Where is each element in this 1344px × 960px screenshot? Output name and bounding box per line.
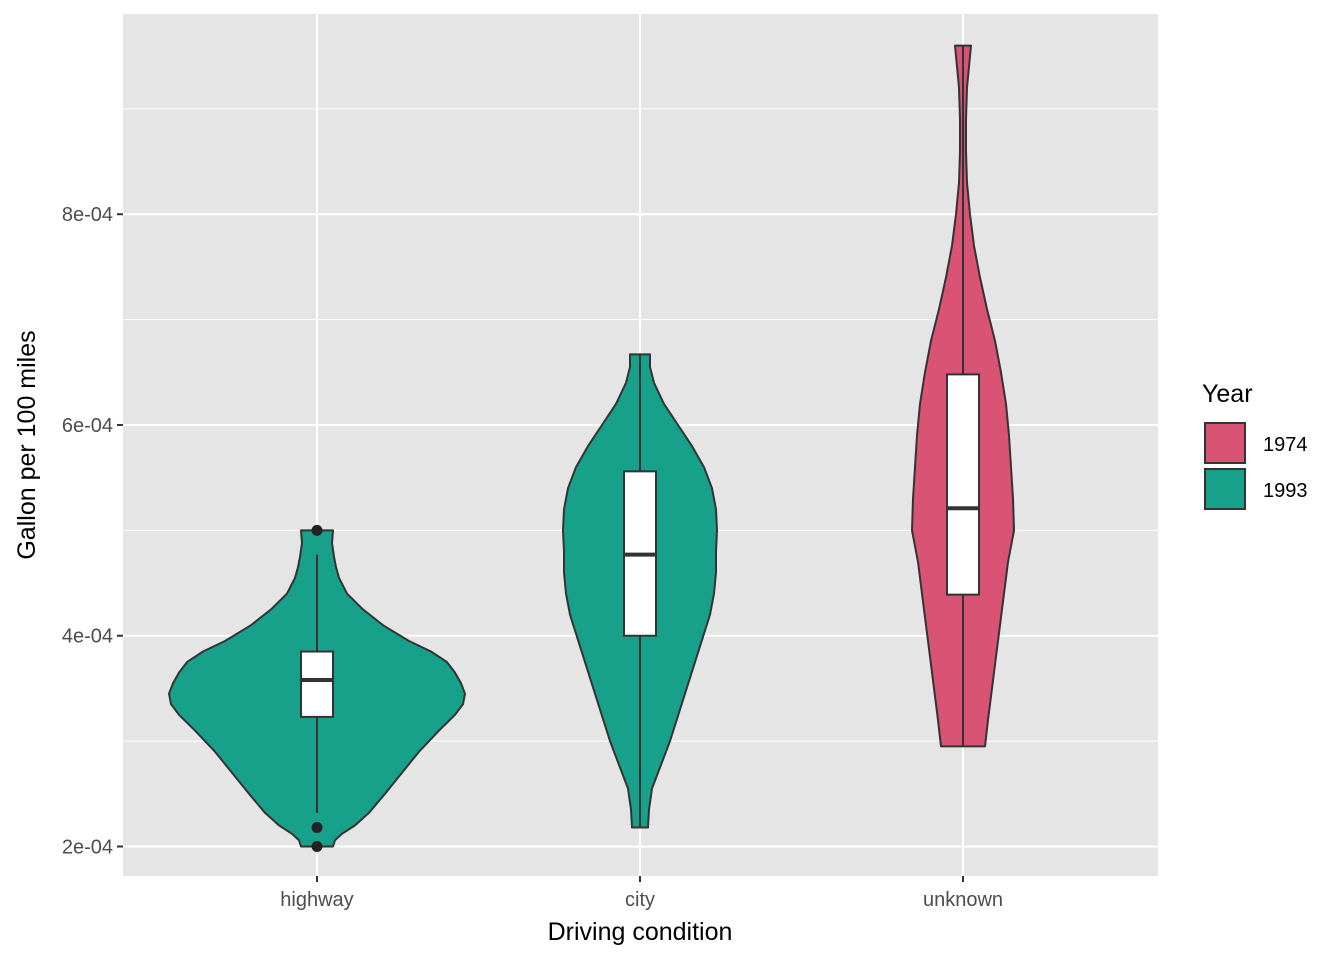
legend-label-1974: 1974: [1263, 434, 1308, 456]
outlier-point-highway: [311, 822, 323, 834]
boxplots: [300, 45, 980, 828]
legend-swatch-1993: [1204, 468, 1246, 510]
x-tick-label: highway: [280, 889, 353, 911]
outlier-point-highway: [311, 840, 323, 852]
box-unknown: [946, 373, 980, 596]
box-highway: [300, 650, 334, 718]
legend-items: 1974 1993: [1204, 422, 1308, 510]
y-tick-label: 6e-04: [62, 415, 113, 437]
y-tick-label: 2e-04: [62, 836, 113, 858]
x-axis: highway city unknown: [280, 876, 1003, 911]
legend-swatch-1974: [1204, 422, 1246, 464]
x-tick-label: unknown: [923, 889, 1003, 911]
y-axis-title: Gallon per 100 miles: [13, 330, 41, 559]
y-tick-label: 4e-04: [62, 626, 113, 648]
y-tick-label: 8e-04: [62, 204, 113, 226]
legend-title: Year: [1202, 380, 1253, 408]
y-axis: 2e-04 4e-04 6e-04 8e-04: [62, 204, 123, 858]
outlier-points: [311, 524, 323, 852]
x-axis-title: Driving condition: [548, 918, 733, 946]
outlier-point-highway: [311, 524, 323, 536]
x-tick-label: city: [625, 889, 655, 911]
legend-label-1993: 1993: [1263, 480, 1308, 502]
legend: Year 1974 1993: [1202, 380, 1308, 510]
